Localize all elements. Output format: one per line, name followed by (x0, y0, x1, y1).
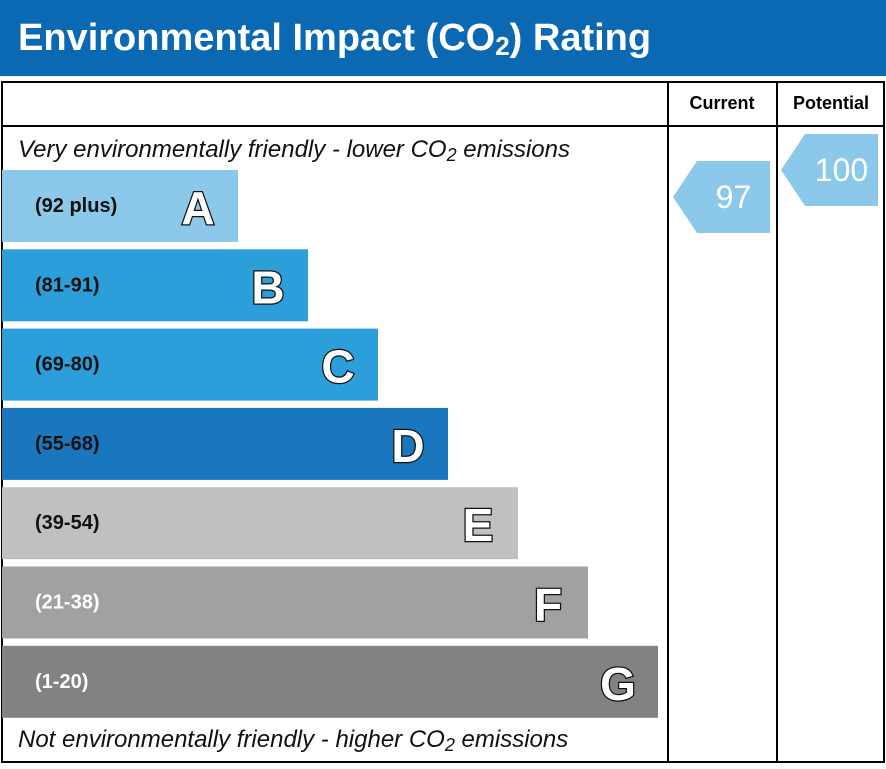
band-letter: D (391, 420, 424, 472)
band-letter: A (181, 182, 214, 234)
potential-arrow (781, 134, 878, 206)
note-part: Not environmentally friendly - higher CO (18, 726, 445, 753)
note-sub: 2 (446, 145, 457, 165)
top-note: Very environmentally friendly - lower CO… (18, 136, 570, 166)
bands: (92 plus) A (81-91) B (69-80) C (55-68) D (39-54… (2, 170, 658, 718)
current-arrow (673, 161, 770, 233)
title-part: Environmental Impact (CO (18, 17, 495, 59)
note-part: Very environmentally friendly - lower CO (18, 136, 447, 163)
potential-value: 100 (815, 152, 868, 188)
band (2, 249, 308, 322)
band-range: (39-54) (35, 512, 99, 534)
column-header: Current (689, 93, 754, 113)
bottom-note: Not environmentally friendly - higher CO… (18, 726, 568, 756)
note-part: emissions (455, 726, 568, 753)
band (2, 328, 378, 401)
header-bar (0, 0, 886, 76)
current-value: 97 (716, 179, 752, 215)
band-range: (92 plus) (35, 195, 117, 217)
band-letter: C (321, 341, 354, 393)
band-letter: B (251, 261, 284, 313)
band-range: (21-38) (35, 592, 99, 614)
band-letter: G (600, 658, 636, 710)
band-range: (55-68) (35, 433, 99, 455)
column-header: Potential (793, 93, 869, 113)
band-letter: F (534, 579, 562, 631)
band-letter: E (463, 499, 494, 551)
band-range: (69-80) (35, 354, 99, 376)
band (2, 566, 588, 639)
band (2, 487, 518, 560)
title-part: ) Rating (510, 17, 651, 59)
band (2, 407, 448, 480)
band-range: (1-20) (35, 671, 88, 693)
band (2, 170, 238, 242)
band (2, 645, 658, 718)
title-sub: 2 (495, 31, 509, 61)
title: Environmental Impact (CO2) Rating (18, 17, 651, 61)
note-part: emissions (457, 136, 570, 163)
note-sub: 2 (444, 735, 455, 755)
band-range: (81-91) (35, 274, 99, 296)
ratings: 97 100 (673, 134, 878, 233)
